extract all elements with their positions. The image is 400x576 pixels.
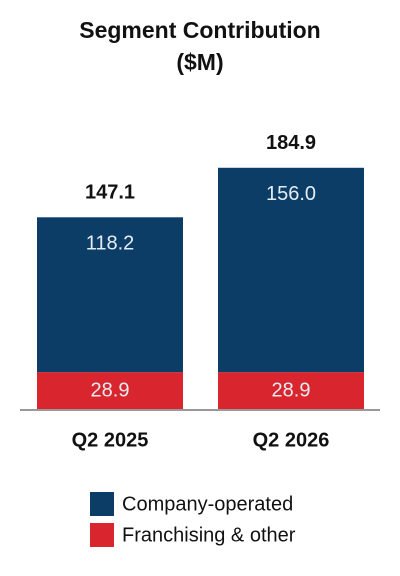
total-label: 147.1 <box>85 182 135 204</box>
total-label: 184.9 <box>266 132 316 154</box>
value-label: 156.0 <box>266 183 316 205</box>
x-tick-label: Q2 2025 <box>72 429 149 451</box>
legend-swatch <box>90 523 114 547</box>
legend-label: Company-operated <box>122 493 293 515</box>
legend-swatch <box>90 492 114 516</box>
value-label: 118.2 <box>86 233 135 255</box>
x-tick-label: Q2 2026 <box>253 429 330 451</box>
chart-title: Segment Contribution ($M) <box>79 17 321 75</box>
legend-label: Franchising & other <box>122 524 296 546</box>
bar-segment <box>218 167 364 373</box>
bar-segment <box>37 217 183 373</box>
bar-segment <box>37 372 183 410</box>
value-label: 28.9 <box>91 379 130 401</box>
bar-segment <box>218 372 364 410</box>
value-label: 28.9 <box>272 379 311 401</box>
